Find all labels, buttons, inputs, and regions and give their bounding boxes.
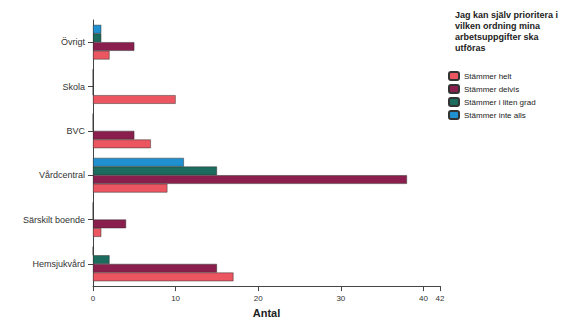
svg-text:Stämmer helt: Stämmer helt xyxy=(464,72,512,81)
svg-text:42: 42 xyxy=(436,294,445,303)
svg-text:Antal: Antal xyxy=(253,307,281,319)
svg-text:utföras: utföras xyxy=(455,43,486,53)
svg-text:arbetsuppgifter ska: arbetsuppgifter ska xyxy=(455,32,541,42)
svg-text:40: 40 xyxy=(419,294,428,303)
svg-text:vilken ordning mina: vilken ordning mina xyxy=(455,21,543,31)
svg-text:Skola: Skola xyxy=(62,82,85,92)
svg-text:Stämmer inte alls: Stämmer inte alls xyxy=(464,111,526,120)
svg-text:Särskilt boende: Särskilt boende xyxy=(23,215,85,225)
svg-text:30: 30 xyxy=(336,294,345,303)
svg-text:Stämmer i liten grad: Stämmer i liten grad xyxy=(464,98,536,107)
svg-text:20: 20 xyxy=(254,294,263,303)
svg-text:Vårdcentral: Vårdcentral xyxy=(39,170,85,180)
svg-text:Jag kan själv prioritera i: Jag kan själv prioritera i xyxy=(455,10,561,20)
svg-text:Stämmer delvis: Stämmer delvis xyxy=(464,85,519,94)
svg-text:10: 10 xyxy=(171,294,180,303)
svg-text:BVC: BVC xyxy=(66,126,85,136)
svg-text:0: 0 xyxy=(91,294,96,303)
svg-text:Övrigt: Övrigt xyxy=(61,37,86,47)
svg-text:Hemsjukvård: Hemsjukvård xyxy=(32,259,85,269)
